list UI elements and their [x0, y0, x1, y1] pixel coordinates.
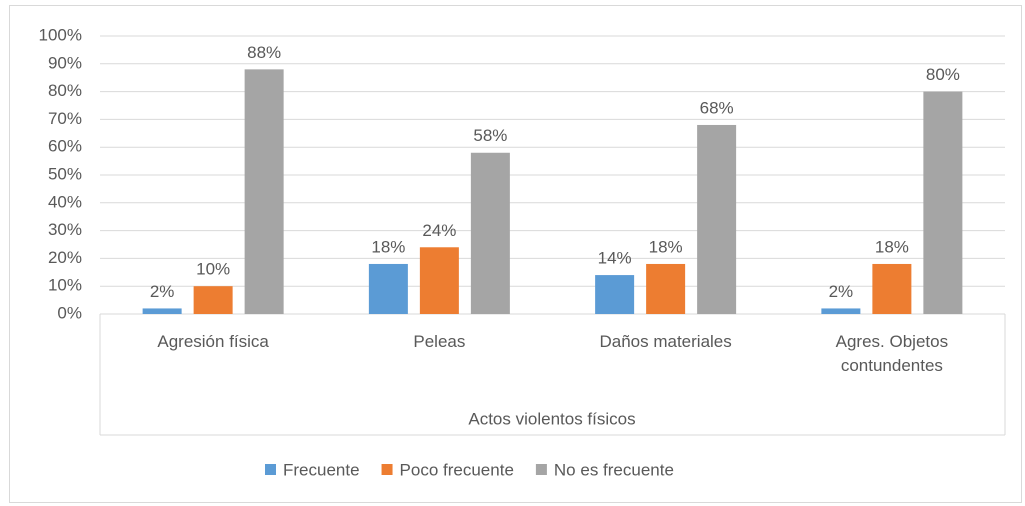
y-tick-label: 90% — [48, 53, 82, 72]
data-label: 58% — [473, 126, 507, 145]
y-tick-label: 30% — [48, 220, 82, 239]
data-label: 18% — [875, 237, 909, 256]
data-label: 2% — [829, 282, 854, 301]
legend-label: No es frecuente — [554, 460, 674, 479]
y-tick-label: 10% — [48, 276, 82, 295]
y-tick-label: 20% — [48, 248, 82, 267]
bar — [470, 152, 510, 314]
y-tick-label: 0% — [57, 303, 82, 322]
y-tick-label: 80% — [48, 81, 82, 100]
legend-swatch — [535, 464, 547, 475]
chart-frame — [9, 5, 1022, 503]
bar — [872, 263, 912, 314]
data-label: 18% — [649, 237, 683, 256]
bar — [142, 308, 182, 314]
bar — [595, 275, 635, 314]
legend-label: Poco frecuente — [400, 460, 514, 479]
bar — [821, 308, 861, 314]
x-axis-label: Actos violentos físicos — [468, 409, 635, 428]
legend-swatch — [265, 464, 276, 475]
y-tick-label: 100% — [39, 25, 82, 44]
data-label: 14% — [598, 249, 632, 268]
bar — [368, 263, 408, 314]
bar — [646, 263, 686, 314]
legend-swatch — [381, 464, 393, 475]
x-tick-label: Peleas — [413, 332, 466, 351]
y-tick-label: 60% — [48, 137, 82, 156]
x-tick-label: Agresión física — [157, 332, 269, 351]
bar — [419, 247, 459, 314]
data-label: 24% — [422, 221, 456, 240]
y-tick-label: 70% — [48, 109, 82, 128]
data-label: 80% — [926, 65, 960, 84]
y-tick-label: 50% — [48, 164, 82, 183]
data-label: 10% — [196, 260, 230, 279]
bar — [244, 69, 284, 314]
x-tick-label: Agres. Objetos contundentes — [835, 332, 949, 375]
data-label: 68% — [700, 98, 734, 117]
bar — [697, 124, 737, 315]
legend-label: Frecuente — [283, 460, 360, 479]
x-tick-label: Daños materiales — [599, 332, 732, 351]
y-tick-label: 40% — [48, 192, 82, 211]
data-label: 2% — [150, 282, 175, 301]
data-label: 18% — [371, 237, 405, 256]
bar — [193, 286, 233, 314]
bar — [923, 91, 963, 314]
data-label: 88% — [247, 43, 281, 62]
